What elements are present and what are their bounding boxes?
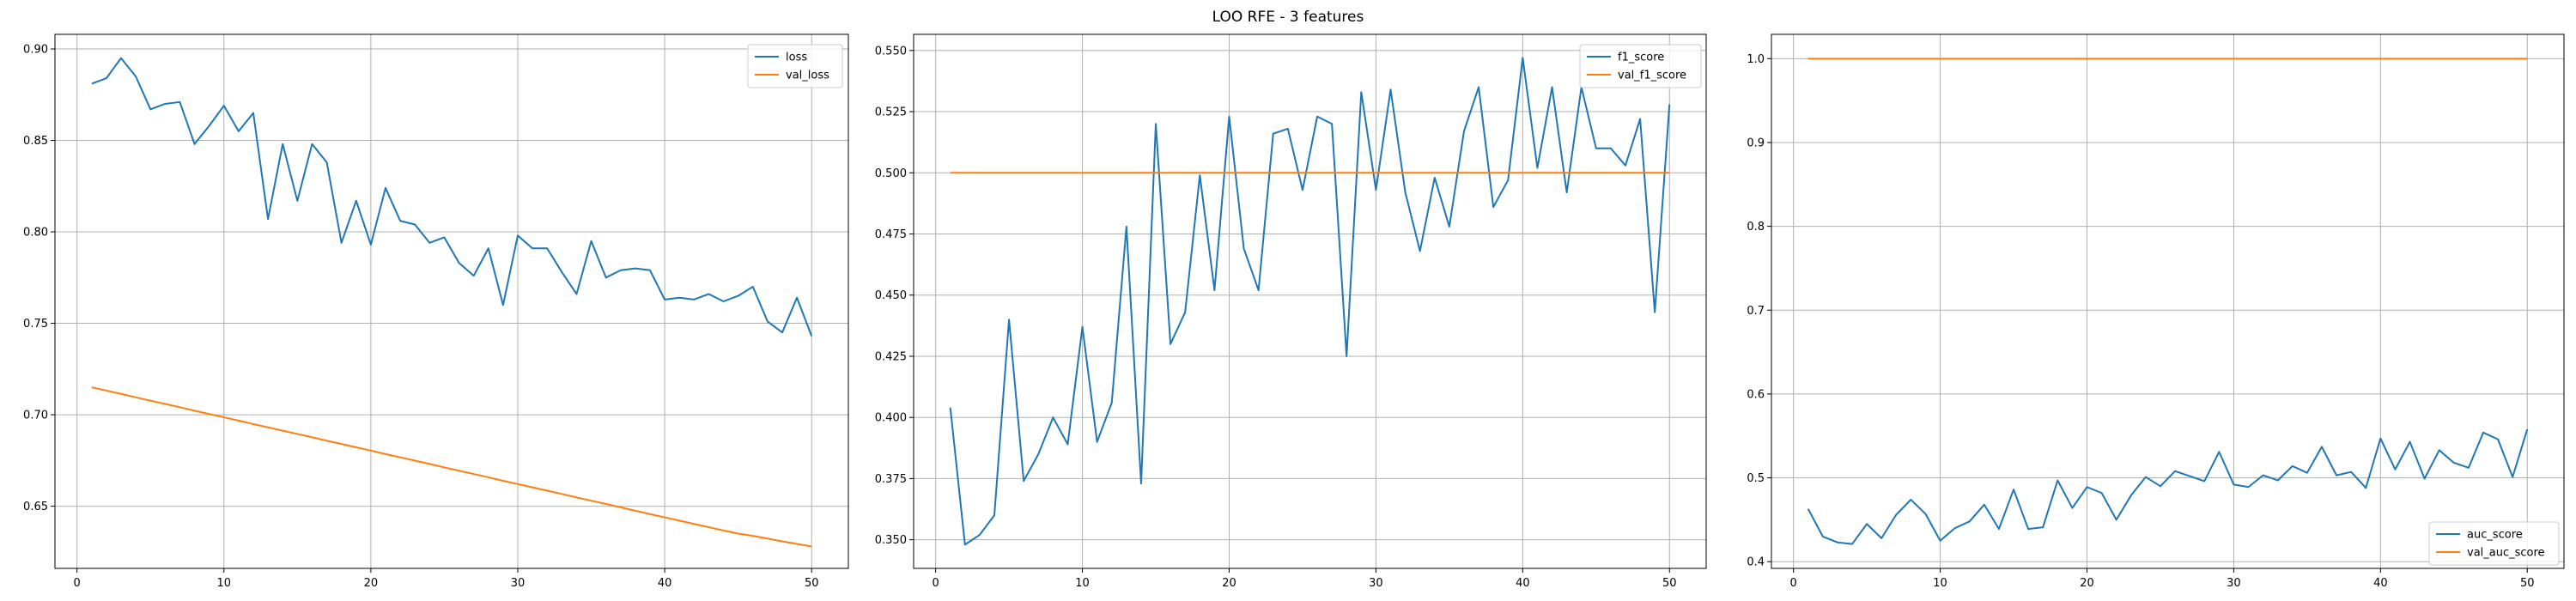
- y-tick-label: 0.7: [1747, 305, 1765, 318]
- legend: loss val_loss: [747, 44, 843, 88]
- y-tick-label: 0.6: [1747, 388, 1765, 401]
- x-tick-label: 0: [932, 577, 939, 590]
- legend: f1_score val_f1_score: [1579, 44, 1702, 88]
- legend-frame: [747, 44, 843, 88]
- x-tick-label: 0: [74, 577, 81, 590]
- figure-title: LOO RFE - 3 features: [1212, 9, 1364, 26]
- series-line-f1_score: [949, 57, 1671, 546]
- y-tick-label: 0.90: [23, 44, 48, 57]
- axes-frame: [54, 33, 849, 569]
- y-tick-label: 0.500: [875, 167, 907, 180]
- y-tick-label: 0.75: [23, 318, 48, 331]
- axes-frame: [913, 33, 1707, 569]
- y-tick-label: 0.4: [1747, 556, 1765, 569]
- y-tick-label: 0.400: [875, 412, 907, 425]
- x-tick-label: 20: [1222, 577, 1236, 590]
- x-tick-label: 0: [1789, 577, 1796, 590]
- legend-frame: [2428, 521, 2560, 566]
- legend-label-auc_score: auc_score: [2467, 529, 2523, 542]
- y-tick-label: 0.450: [875, 289, 907, 302]
- x-tick-label: 10: [1075, 577, 1090, 590]
- x-tick-label: 40: [1516, 577, 1530, 590]
- y-tick-label: 0.550: [875, 45, 907, 58]
- x-tick-label: 20: [364, 577, 379, 590]
- x-tick-label: 50: [2520, 577, 2535, 590]
- x-tick-label: 10: [217, 577, 232, 590]
- y-tick-label: 0.8: [1747, 221, 1765, 234]
- y-tick-label: 0.475: [875, 228, 907, 241]
- x-tick-label: 40: [658, 577, 672, 590]
- x-tick-label: 30: [511, 577, 526, 590]
- legend-label-f1_score: f1_score: [1618, 52, 1664, 64]
- y-tick-label: 1.0: [1747, 53, 1765, 66]
- x-tick-label: 20: [2080, 577, 2094, 590]
- x-tick-label: 30: [2227, 577, 2241, 590]
- y-tick-label: 0.70: [23, 410, 48, 422]
- subplot-3: 0 10 20 30 40 50 0.4 0.5 0.6 0.7 0.8 0.9 1.0 auc_scor…: [1747, 33, 2565, 590]
- legend-label-loss: loss: [786, 52, 807, 64]
- x-tick-label: 50: [805, 577, 819, 590]
- axes-frame: [1771, 33, 2565, 569]
- x-tick-label: 40: [2373, 577, 2388, 590]
- y-tick-label: 0.375: [875, 473, 907, 486]
- subplot-2: 0 10 20 30 40 50 0.350 0.375 0.400 0.425 0.450 0.47…: [875, 33, 1707, 590]
- series-line-loss: [91, 57, 813, 337]
- y-tick-label: 0.525: [875, 106, 907, 119]
- series-line-auc_score: [1807, 428, 2529, 545]
- legend-label-val_auc_score: val_auc_score: [2467, 547, 2545, 560]
- legend-label-val_f1_score: val_f1_score: [1618, 70, 1686, 82]
- x-tick-label: 10: [1933, 577, 1947, 590]
- legend-label-val_loss: val_loss: [786, 70, 829, 82]
- y-tick-label: 0.80: [23, 227, 48, 240]
- y-tick-label: 0.350: [875, 534, 907, 547]
- legend-frame: [1579, 44, 1702, 88]
- y-tick-label: 0.65: [23, 501, 48, 513]
- y-tick-label: 0.5: [1747, 472, 1765, 485]
- y-tick-label: 0.425: [875, 350, 907, 363]
- y-tick-label: 0.9: [1747, 137, 1765, 149]
- subplot-1: 0 10 20 30 40 50 0.65 0.70 0.75 0.80 0.85 0.90 loss v…: [23, 33, 849, 590]
- y-tick-label: 0.85: [23, 135, 48, 148]
- series-line-val_loss: [91, 386, 812, 548]
- legend: auc_score val_auc_score: [2428, 521, 2560, 566]
- x-tick-label: 50: [1662, 577, 1677, 590]
- x-tick-label: 30: [1369, 577, 1383, 590]
